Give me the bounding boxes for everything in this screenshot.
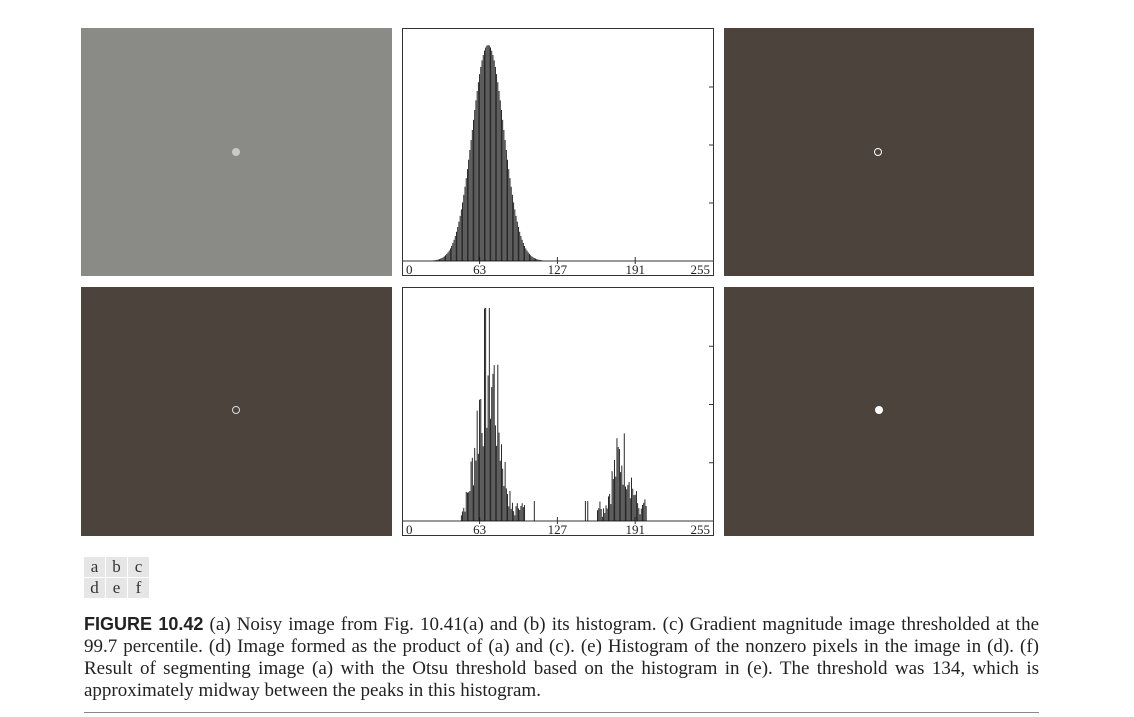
object-dot xyxy=(232,148,240,156)
x-tick-label: 0 xyxy=(406,522,413,535)
caption-text: (a) Noisy image from Fig. 10.41(a) and (… xyxy=(84,614,1040,701)
x-tick-label: 63 xyxy=(473,262,486,275)
image-a-noisy xyxy=(81,28,392,276)
x-tick-label: 127 xyxy=(548,522,568,535)
panel-label: e xyxy=(106,578,127,598)
ring-marker xyxy=(232,406,240,414)
histogram-e: 0 63 127 191 255 xyxy=(402,287,714,536)
x-tick-label: 191 xyxy=(625,262,645,275)
histogram-b-plot: 0 63 127 191 255 xyxy=(403,45,713,275)
x-tick-label: 191 xyxy=(625,522,645,535)
x-tick-label: 63 xyxy=(473,522,486,535)
image-f-otsu-result xyxy=(724,287,1034,536)
image-d-product xyxy=(81,287,392,536)
panel-label-grid: a b c d e f xyxy=(84,557,149,598)
panel-label: b xyxy=(106,557,127,577)
figure-caption: FIGURE 10.42 (a) Noisy image from Fig. 1… xyxy=(84,613,1039,702)
x-tick-label: 127 xyxy=(548,262,568,275)
panel-label: d xyxy=(84,578,105,598)
x-tick-label: 255 xyxy=(691,262,711,275)
histogram-e-plot: 0 63 127 191 255 xyxy=(403,308,713,535)
bottom-rule xyxy=(84,712,1039,713)
panel-label: f xyxy=(128,578,149,598)
histogram-b: 0 63 127 191 255 xyxy=(402,28,714,276)
image-c-gradient-threshold xyxy=(724,28,1034,276)
ring-marker xyxy=(874,148,882,156)
segmented-object xyxy=(875,406,883,414)
panel-label: c xyxy=(128,557,149,577)
panel-label: a xyxy=(84,557,105,577)
x-tick-label: 0 xyxy=(406,262,413,275)
x-tick-label: 255 xyxy=(691,522,711,535)
figure-label: FIGURE 10.42 xyxy=(84,614,204,634)
